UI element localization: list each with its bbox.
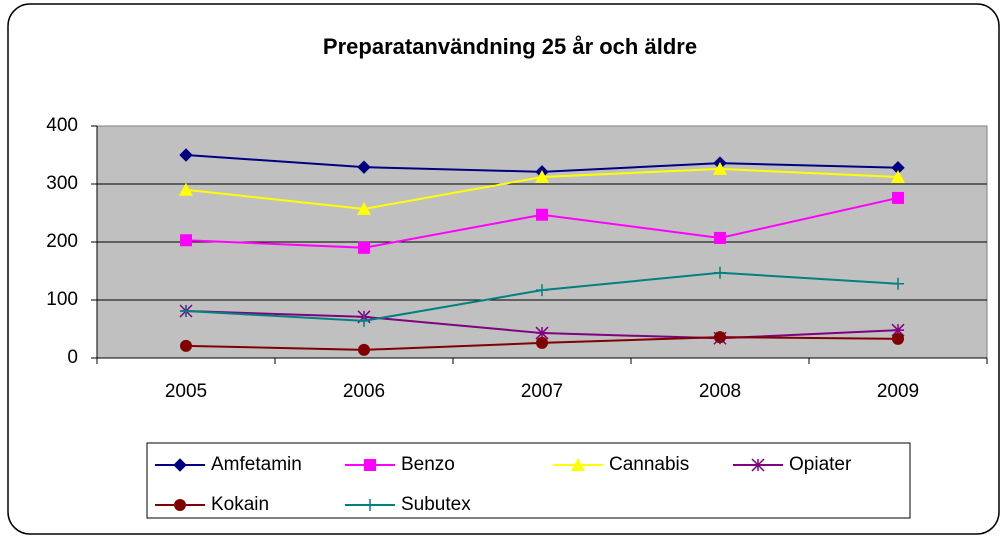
marker <box>892 277 904 290</box>
marker <box>892 191 904 204</box>
marker <box>358 314 370 327</box>
marker <box>714 231 726 244</box>
marker <box>713 161 727 175</box>
marker <box>180 305 192 318</box>
marker <box>179 182 193 196</box>
marker <box>714 331 726 344</box>
y-tick-label: 400 <box>46 115 78 136</box>
chart-title: Preparatanvändning 25 år och äldre <box>323 34 697 59</box>
marker <box>536 336 548 349</box>
legend <box>146 442 911 519</box>
legend-label: Cannabis <box>609 454 689 475</box>
marker <box>714 266 726 279</box>
legend-label: Opiater <box>789 454 852 475</box>
marker <box>535 170 549 184</box>
marker <box>357 160 371 174</box>
marker <box>179 148 193 162</box>
x-tick-label: 2007 <box>521 381 563 402</box>
marker <box>535 326 549 340</box>
marker <box>751 458 765 472</box>
legend-label: Subutex <box>401 494 471 515</box>
legend-label: Kokain <box>211 494 269 515</box>
marker <box>358 343 370 356</box>
legend-label: Benzo <box>401 454 455 475</box>
x-tick-label: 2005 <box>165 381 207 402</box>
y-tick-label: 0 <box>67 347 78 368</box>
marker <box>174 499 186 511</box>
marker <box>891 170 905 184</box>
marker <box>892 332 904 345</box>
y-tick-label: 200 <box>46 231 78 252</box>
x-tick-label: 2009 <box>877 381 919 402</box>
marker <box>536 208 548 221</box>
legend-label: Amfetamin <box>211 454 302 475</box>
x-tick-label: 2006 <box>343 381 385 402</box>
marker <box>571 458 585 471</box>
marker <box>173 458 187 472</box>
marker <box>364 459 376 471</box>
x-tick-label: 2008 <box>699 381 741 402</box>
marker <box>358 241 370 254</box>
y-tick-label: 100 <box>46 289 78 310</box>
marker <box>180 339 192 352</box>
marker <box>357 201 371 215</box>
marker <box>364 499 376 511</box>
marker <box>536 284 548 297</box>
marker <box>891 323 905 337</box>
marker <box>180 234 192 247</box>
y-tick-label: 300 <box>46 173 78 194</box>
